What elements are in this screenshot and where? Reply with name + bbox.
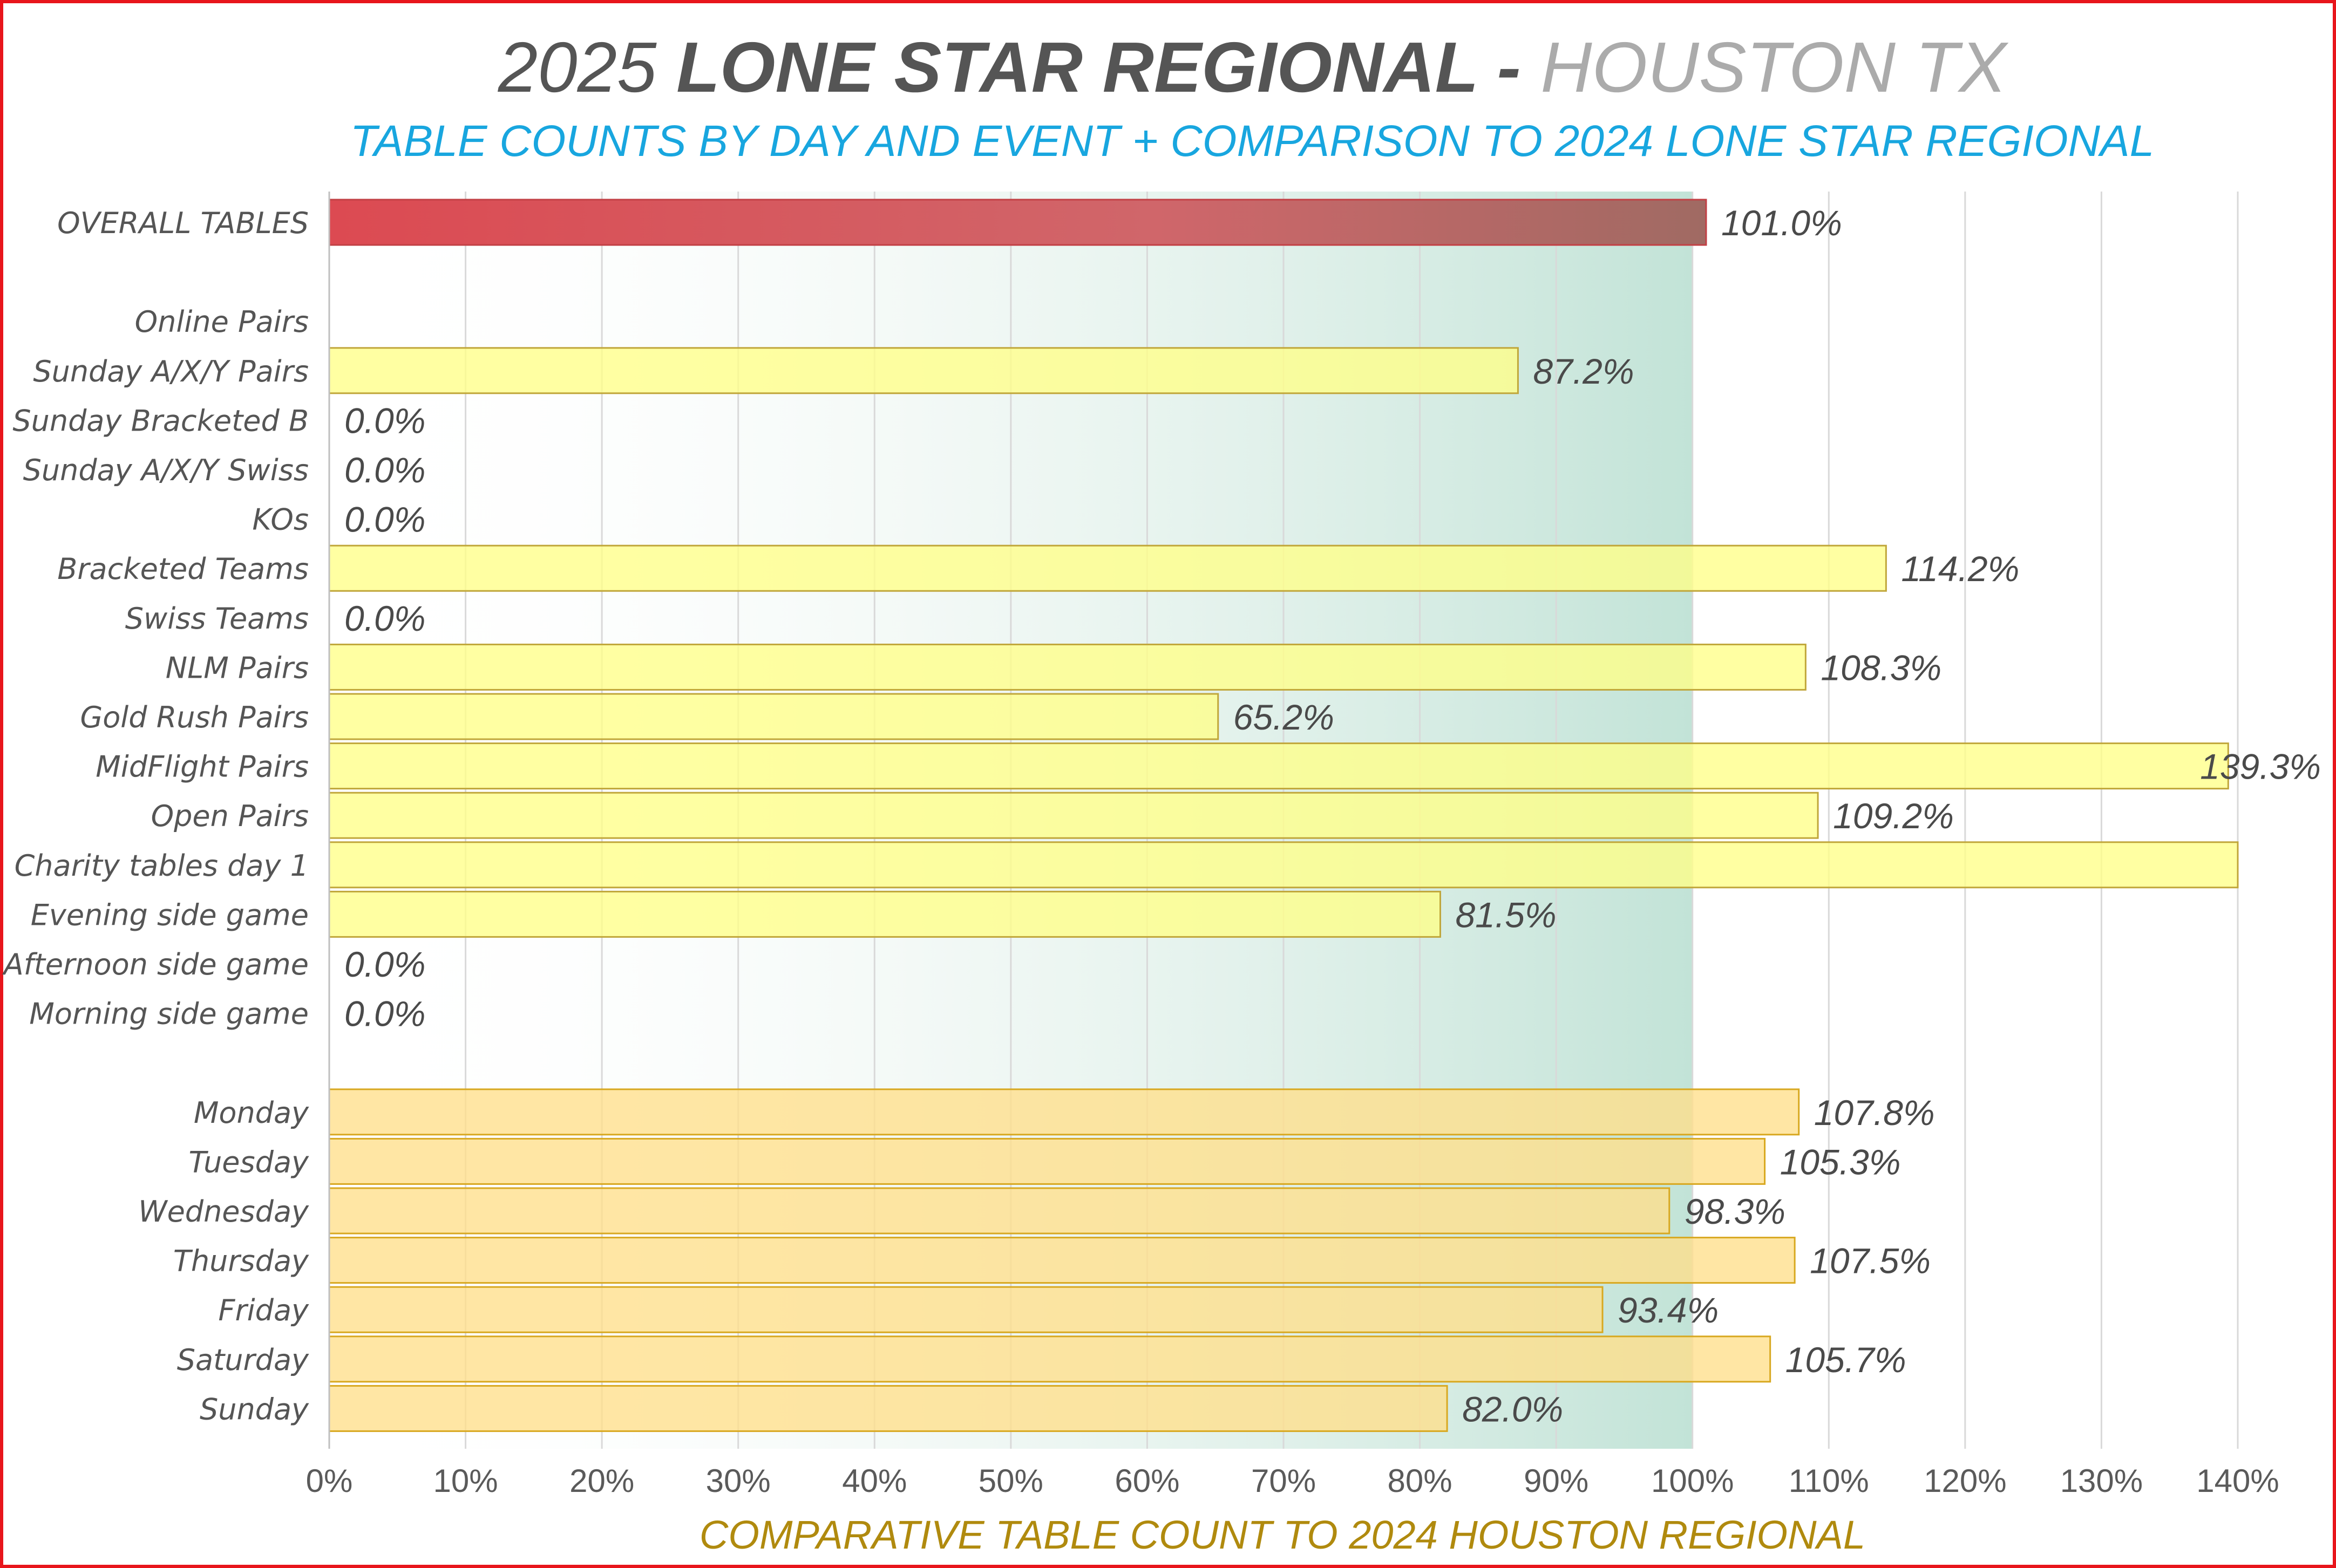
- category-label: MidFlight Pairs: [96, 750, 309, 784]
- bar: [328, 742, 2229, 790]
- x-tick-label: 10%: [433, 1463, 498, 1499]
- value-label: 0.0%: [344, 598, 425, 638]
- bar: [328, 1137, 1766, 1185]
- x-axis-title: COMPARATIVE TABLE COUNT TO 2024 HOUSTON …: [700, 1512, 1865, 1557]
- category-label: OVERALL TABLES: [57, 206, 309, 240]
- value-label: 101.0%: [1721, 203, 1842, 243]
- value-label: 0.0%: [344, 450, 425, 490]
- x-tick-label: 50%: [979, 1463, 1043, 1499]
- category-label: Friday: [218, 1293, 309, 1327]
- category-label: Sunday A/X/Y Pairs: [33, 354, 309, 388]
- bar: [328, 792, 1819, 839]
- value-label: 107.5%: [1810, 1241, 1931, 1281]
- category-label: Saturday: [177, 1343, 309, 1377]
- category-label: Sunday A/X/Y Swiss: [23, 453, 309, 487]
- x-tick-label: 130%: [2060, 1463, 2143, 1499]
- bar: [328, 1286, 1604, 1333]
- category-label: Monday: [194, 1096, 309, 1130]
- x-tick-label: 90%: [1524, 1463, 1588, 1499]
- value-label: 81.5%: [1455, 895, 1556, 935]
- bar: [328, 841, 2239, 889]
- x-tick-label: 70%: [1251, 1463, 1316, 1499]
- x-tick-label: 30%: [706, 1463, 771, 1499]
- category-label: KOs: [252, 503, 309, 537]
- value-label: 93.4%: [1618, 1290, 1719, 1330]
- bar: [328, 1187, 1670, 1235]
- bar: [328, 1385, 1448, 1432]
- category-label: Evening side game: [31, 898, 309, 932]
- category-label: Open Pairs: [151, 799, 309, 833]
- x-tick-label: 140%: [2196, 1463, 2279, 1499]
- x-tick-label: 110%: [1789, 1463, 1869, 1499]
- bar: [328, 693, 1219, 740]
- category-label: Tuesday: [189, 1145, 310, 1179]
- x-tick-label: 60%: [1115, 1463, 1179, 1499]
- bar: [328, 890, 1441, 938]
- bar: [328, 1088, 1800, 1136]
- value-label: 109.2%: [1833, 796, 1954, 836]
- title-event-name: LONE STAR REGIONAL -: [676, 28, 1541, 107]
- value-label: 98.3%: [1685, 1191, 1785, 1231]
- value-label: 65.2%: [1233, 697, 1334, 737]
- category-label: Sunday: [200, 1392, 309, 1426]
- x-tick-label: 80%: [1388, 1463, 1452, 1499]
- category-label: Afternoon side game: [2, 947, 309, 981]
- category-label: NLM Pairs: [166, 651, 309, 685]
- chart-subtitle: TABLE COUNTS BY DAY AND EVENT + COMPARIS…: [350, 117, 2155, 166]
- value-label: 82.0%: [1462, 1389, 1563, 1429]
- value-label: 0.0%: [344, 994, 425, 1034]
- bar: [328, 347, 1519, 394]
- value-label: 105.7%: [1785, 1340, 1906, 1380]
- value-label: 87.2%: [1533, 351, 1634, 391]
- category-label: Online Pairs: [135, 305, 309, 339]
- category-label: Wednesday: [138, 1195, 309, 1229]
- chart-title: 2025 LONE STAR REGIONAL - HOUSTON TX: [498, 27, 2006, 108]
- value-label: 105.3%: [1780, 1142, 1901, 1182]
- x-tick-label: 0%: [306, 1463, 353, 1499]
- category-label: Gold Rush Pairs: [80, 700, 309, 734]
- category-label: Morning side game: [29, 997, 309, 1031]
- title-location: HOUSTON TX: [1540, 28, 2007, 107]
- x-tick-label: 100%: [1651, 1463, 1734, 1499]
- value-label: 139.3%: [2200, 747, 2321, 787]
- value-label: 0.0%: [344, 400, 425, 440]
- bar: [328, 199, 1707, 246]
- value-label: 108.3%: [1821, 647, 1941, 687]
- category-label: Swiss Teams: [125, 602, 309, 636]
- category-label: Thursday: [173, 1244, 309, 1278]
- bar: [328, 1335, 1771, 1383]
- bar: [328, 544, 1887, 592]
- x-tick-label: 40%: [842, 1463, 907, 1499]
- x-tick-label: 120%: [1924, 1463, 2006, 1499]
- category-label: Bracketed Teams: [57, 552, 309, 586]
- category-label: Charity tables day 1: [15, 849, 309, 883]
- category-label: Sunday Bracketed B: [12, 404, 309, 438]
- value-label: 107.8%: [1814, 1093, 1935, 1133]
- x-tick-label: 20%: [569, 1463, 634, 1499]
- bar: [328, 643, 1807, 691]
- value-label: 114.2%: [1901, 549, 2019, 589]
- value-label: 0.0%: [344, 944, 425, 984]
- bar: [328, 1237, 1796, 1284]
- value-label: 0.0%: [344, 500, 425, 540]
- title-year: 2025: [498, 28, 677, 107]
